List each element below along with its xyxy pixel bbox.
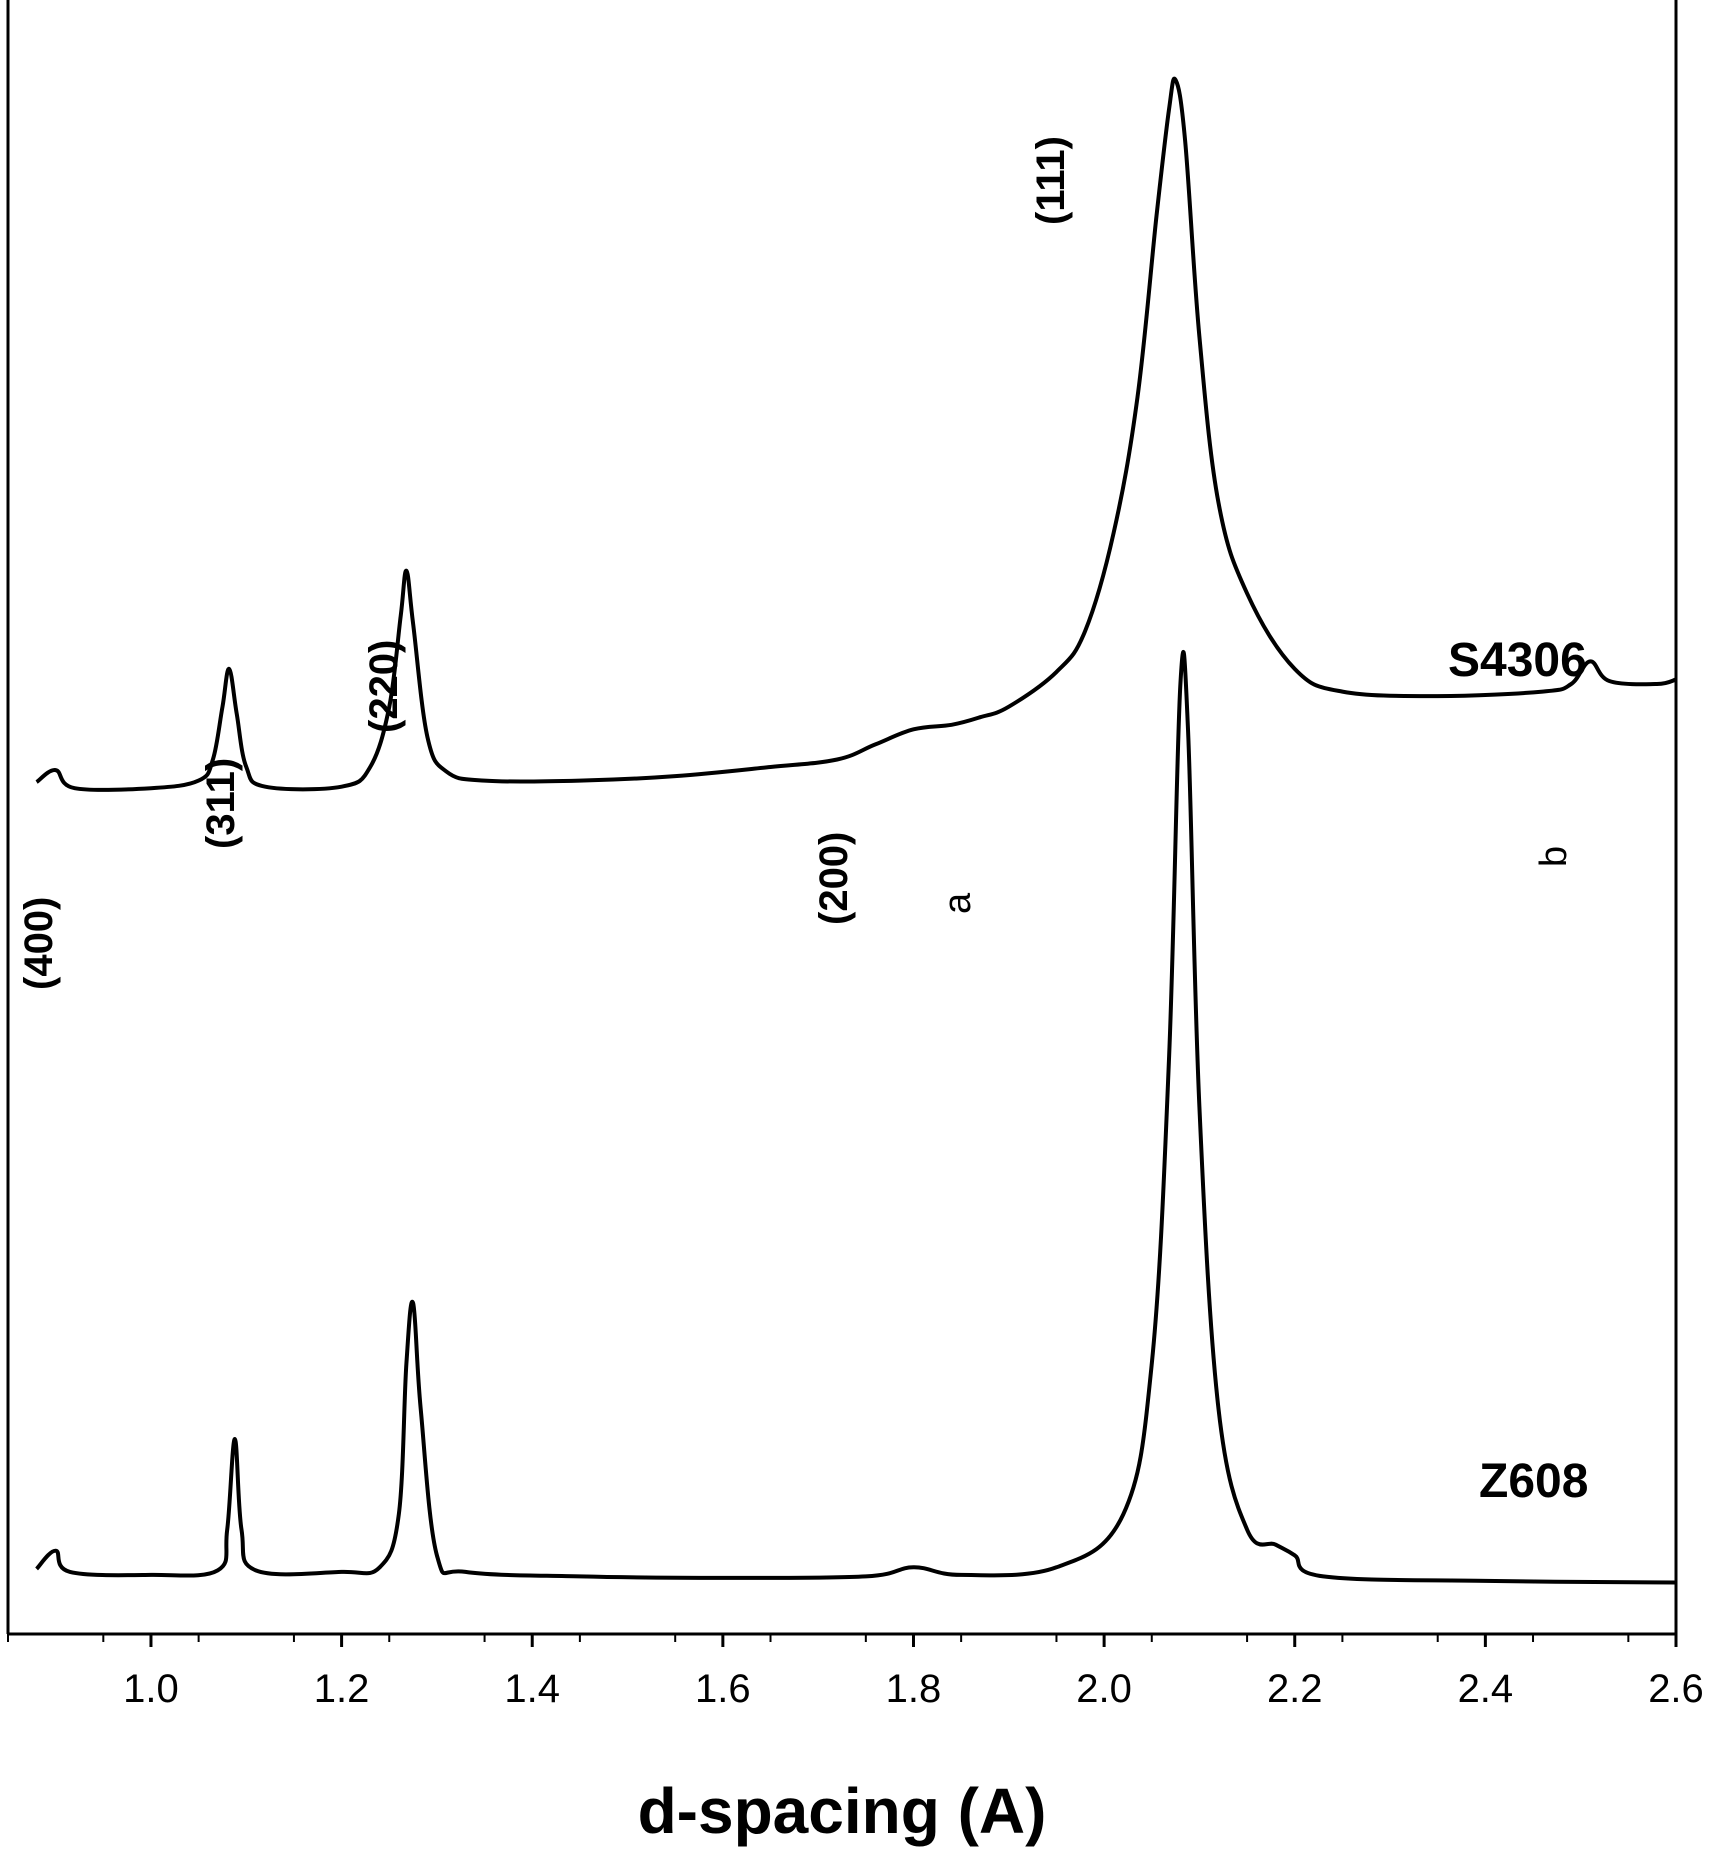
marker-label-b: b xyxy=(1533,846,1575,867)
x-tick-label-7: 2.4 xyxy=(1458,1667,1514,1711)
series-line-s4306 xyxy=(35,76,1677,792)
x-tick-label-6: 2.2 xyxy=(1267,1667,1323,1711)
series-group xyxy=(35,76,1677,1585)
x-tick-label-2: 1.4 xyxy=(504,1667,560,1711)
axes xyxy=(6,0,1678,1636)
x-tick-label-3: 1.6 xyxy=(695,1667,751,1711)
series-line-z608 xyxy=(35,650,1677,1585)
x-tick-label-5: 2.0 xyxy=(1076,1667,1132,1711)
x-tick-label-1: 1.2 xyxy=(314,1667,370,1711)
series-label-s4306: S4306 xyxy=(1448,634,1587,687)
peak-label-311: (311) xyxy=(199,758,243,849)
x-tick-label-4: 1.8 xyxy=(886,1667,942,1711)
peak-label-400: (400) xyxy=(17,897,61,990)
x-ticks: 1.0 1.2 1.4 1.6 1.8 2.0 2.2 2.4 2.6 xyxy=(7,1634,1704,1711)
peak-label-220: (220) xyxy=(362,640,406,733)
x-axis-label: d-spacing (A) xyxy=(638,1775,1047,1847)
series-label-z608: Z608 xyxy=(1479,1455,1588,1508)
marker-label-a: a xyxy=(937,892,979,914)
peak-label-200: (200) xyxy=(812,832,856,925)
x-tick-label-8: 2.6 xyxy=(1648,1667,1704,1711)
x-tick-label-0: 1.0 xyxy=(123,1667,179,1711)
peak-label-111: (111) xyxy=(1029,136,1073,225)
